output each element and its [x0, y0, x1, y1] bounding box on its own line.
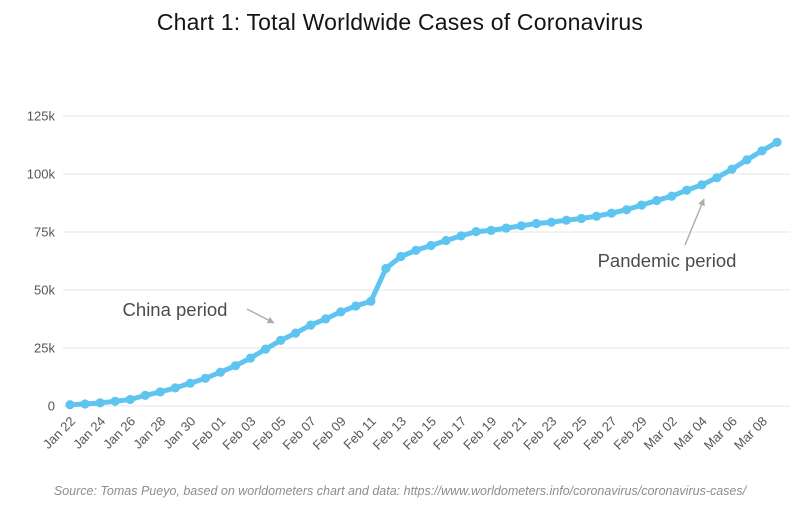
svg-text:Feb 01: Feb 01	[189, 414, 228, 453]
data-point	[396, 251, 406, 262]
data-point	[606, 208, 617, 218]
data-point	[140, 390, 150, 400]
data-point	[546, 217, 557, 227]
annotation-china-period: China period	[123, 299, 275, 324]
data-point	[321, 314, 331, 324]
series-line	[67, 139, 780, 408]
annotation-pandemic-period: Pandemic period	[598, 198, 737, 271]
data-point	[306, 320, 316, 330]
data-point	[185, 378, 195, 388]
svg-text:Feb 27: Feb 27	[580, 414, 619, 453]
data-point	[667, 191, 677, 201]
data-point	[471, 227, 481, 237]
svg-text:Mar 08: Mar 08	[731, 414, 770, 453]
data-point	[200, 373, 210, 383]
svg-text:Mar 02: Mar 02	[641, 414, 680, 453]
svg-text:Feb 15: Feb 15	[400, 414, 439, 453]
data-point	[772, 137, 782, 147]
data-point	[757, 146, 767, 156]
data-point	[712, 173, 722, 183]
data-point	[441, 235, 451, 246]
svg-text:0: 0	[48, 399, 55, 414]
data-point	[351, 301, 361, 311]
svg-text:Feb 23: Feb 23	[520, 414, 559, 453]
data-point	[65, 400, 75, 410]
data-point	[652, 195, 662, 206]
data-point	[637, 200, 647, 210]
annotation-pandemic-period-label: Pandemic period	[598, 250, 737, 271]
data-point	[155, 387, 165, 397]
y-axis-labels: 0 25k 50k 75k 100k 125k	[27, 109, 56, 414]
data-point	[516, 221, 526, 231]
svg-text:Feb 09: Feb 09	[310, 414, 349, 453]
data-point	[215, 367, 225, 377]
data-point	[381, 263, 391, 274]
svg-text:75k: 75k	[34, 225, 55, 240]
data-point	[261, 344, 271, 354]
data-point	[245, 353, 256, 363]
annotation-china-period-label: China period	[123, 299, 228, 320]
data-point	[456, 231, 466, 241]
data-point	[576, 213, 587, 224]
annotation-pandemic-period-arrow	[684, 198, 705, 246]
data-point	[486, 225, 496, 235]
svg-text:Feb 25: Feb 25	[550, 414, 589, 453]
data-point	[426, 240, 436, 251]
svg-text:100k: 100k	[27, 167, 56, 182]
data-point	[170, 383, 180, 393]
svg-text:Feb 05: Feb 05	[249, 414, 288, 453]
data-points	[65, 137, 782, 410]
data-point	[591, 211, 602, 221]
data-point	[291, 328, 301, 338]
data-point	[501, 223, 511, 233]
gridlines	[63, 115, 790, 407]
data-point	[110, 396, 120, 406]
data-point	[622, 205, 632, 215]
data-point	[230, 361, 241, 371]
svg-text:Jan 26: Jan 26	[100, 414, 138, 452]
data-point	[80, 399, 90, 409]
svg-text:125k: 125k	[27, 109, 56, 124]
svg-text:Feb 17: Feb 17	[430, 414, 469, 453]
data-point	[336, 307, 346, 317]
data-point	[125, 394, 135, 405]
data-point	[366, 296, 376, 306]
data-point	[697, 180, 707, 190]
svg-text:Feb 03: Feb 03	[219, 414, 258, 453]
svg-text:Feb 13: Feb 13	[370, 414, 409, 453]
annotation-china-period-arrow	[246, 308, 275, 324]
source-note: Source: Tomas Pueyo, based on worldomete…	[53, 484, 747, 498]
data-point	[742, 155, 752, 165]
data-point	[682, 185, 692, 195]
svg-text:Mar 04: Mar 04	[671, 414, 710, 453]
data-point	[727, 164, 737, 174]
svg-text:Jan 22: Jan 22	[40, 414, 78, 452]
data-point	[531, 218, 541, 229]
svg-text:50k: 50k	[34, 283, 55, 298]
svg-text:Jan 24: Jan 24	[70, 414, 108, 452]
svg-text:Feb 07: Feb 07	[280, 414, 319, 453]
svg-text:Jan 28: Jan 28	[130, 414, 168, 452]
svg-text:Feb 21: Feb 21	[490, 414, 529, 453]
svg-text:Mar 06: Mar 06	[701, 414, 740, 453]
data-point	[276, 335, 286, 345]
svg-text:Feb 19: Feb 19	[460, 414, 499, 453]
data-point	[411, 245, 421, 255]
data-point	[561, 215, 572, 225]
data-point	[95, 398, 105, 408]
svg-text:25k: 25k	[34, 341, 55, 356]
chart-title: Chart 1: Total Worldwide Cases of Corona…	[156, 9, 644, 35]
svg-text:Feb 29: Feb 29	[611, 414, 650, 453]
